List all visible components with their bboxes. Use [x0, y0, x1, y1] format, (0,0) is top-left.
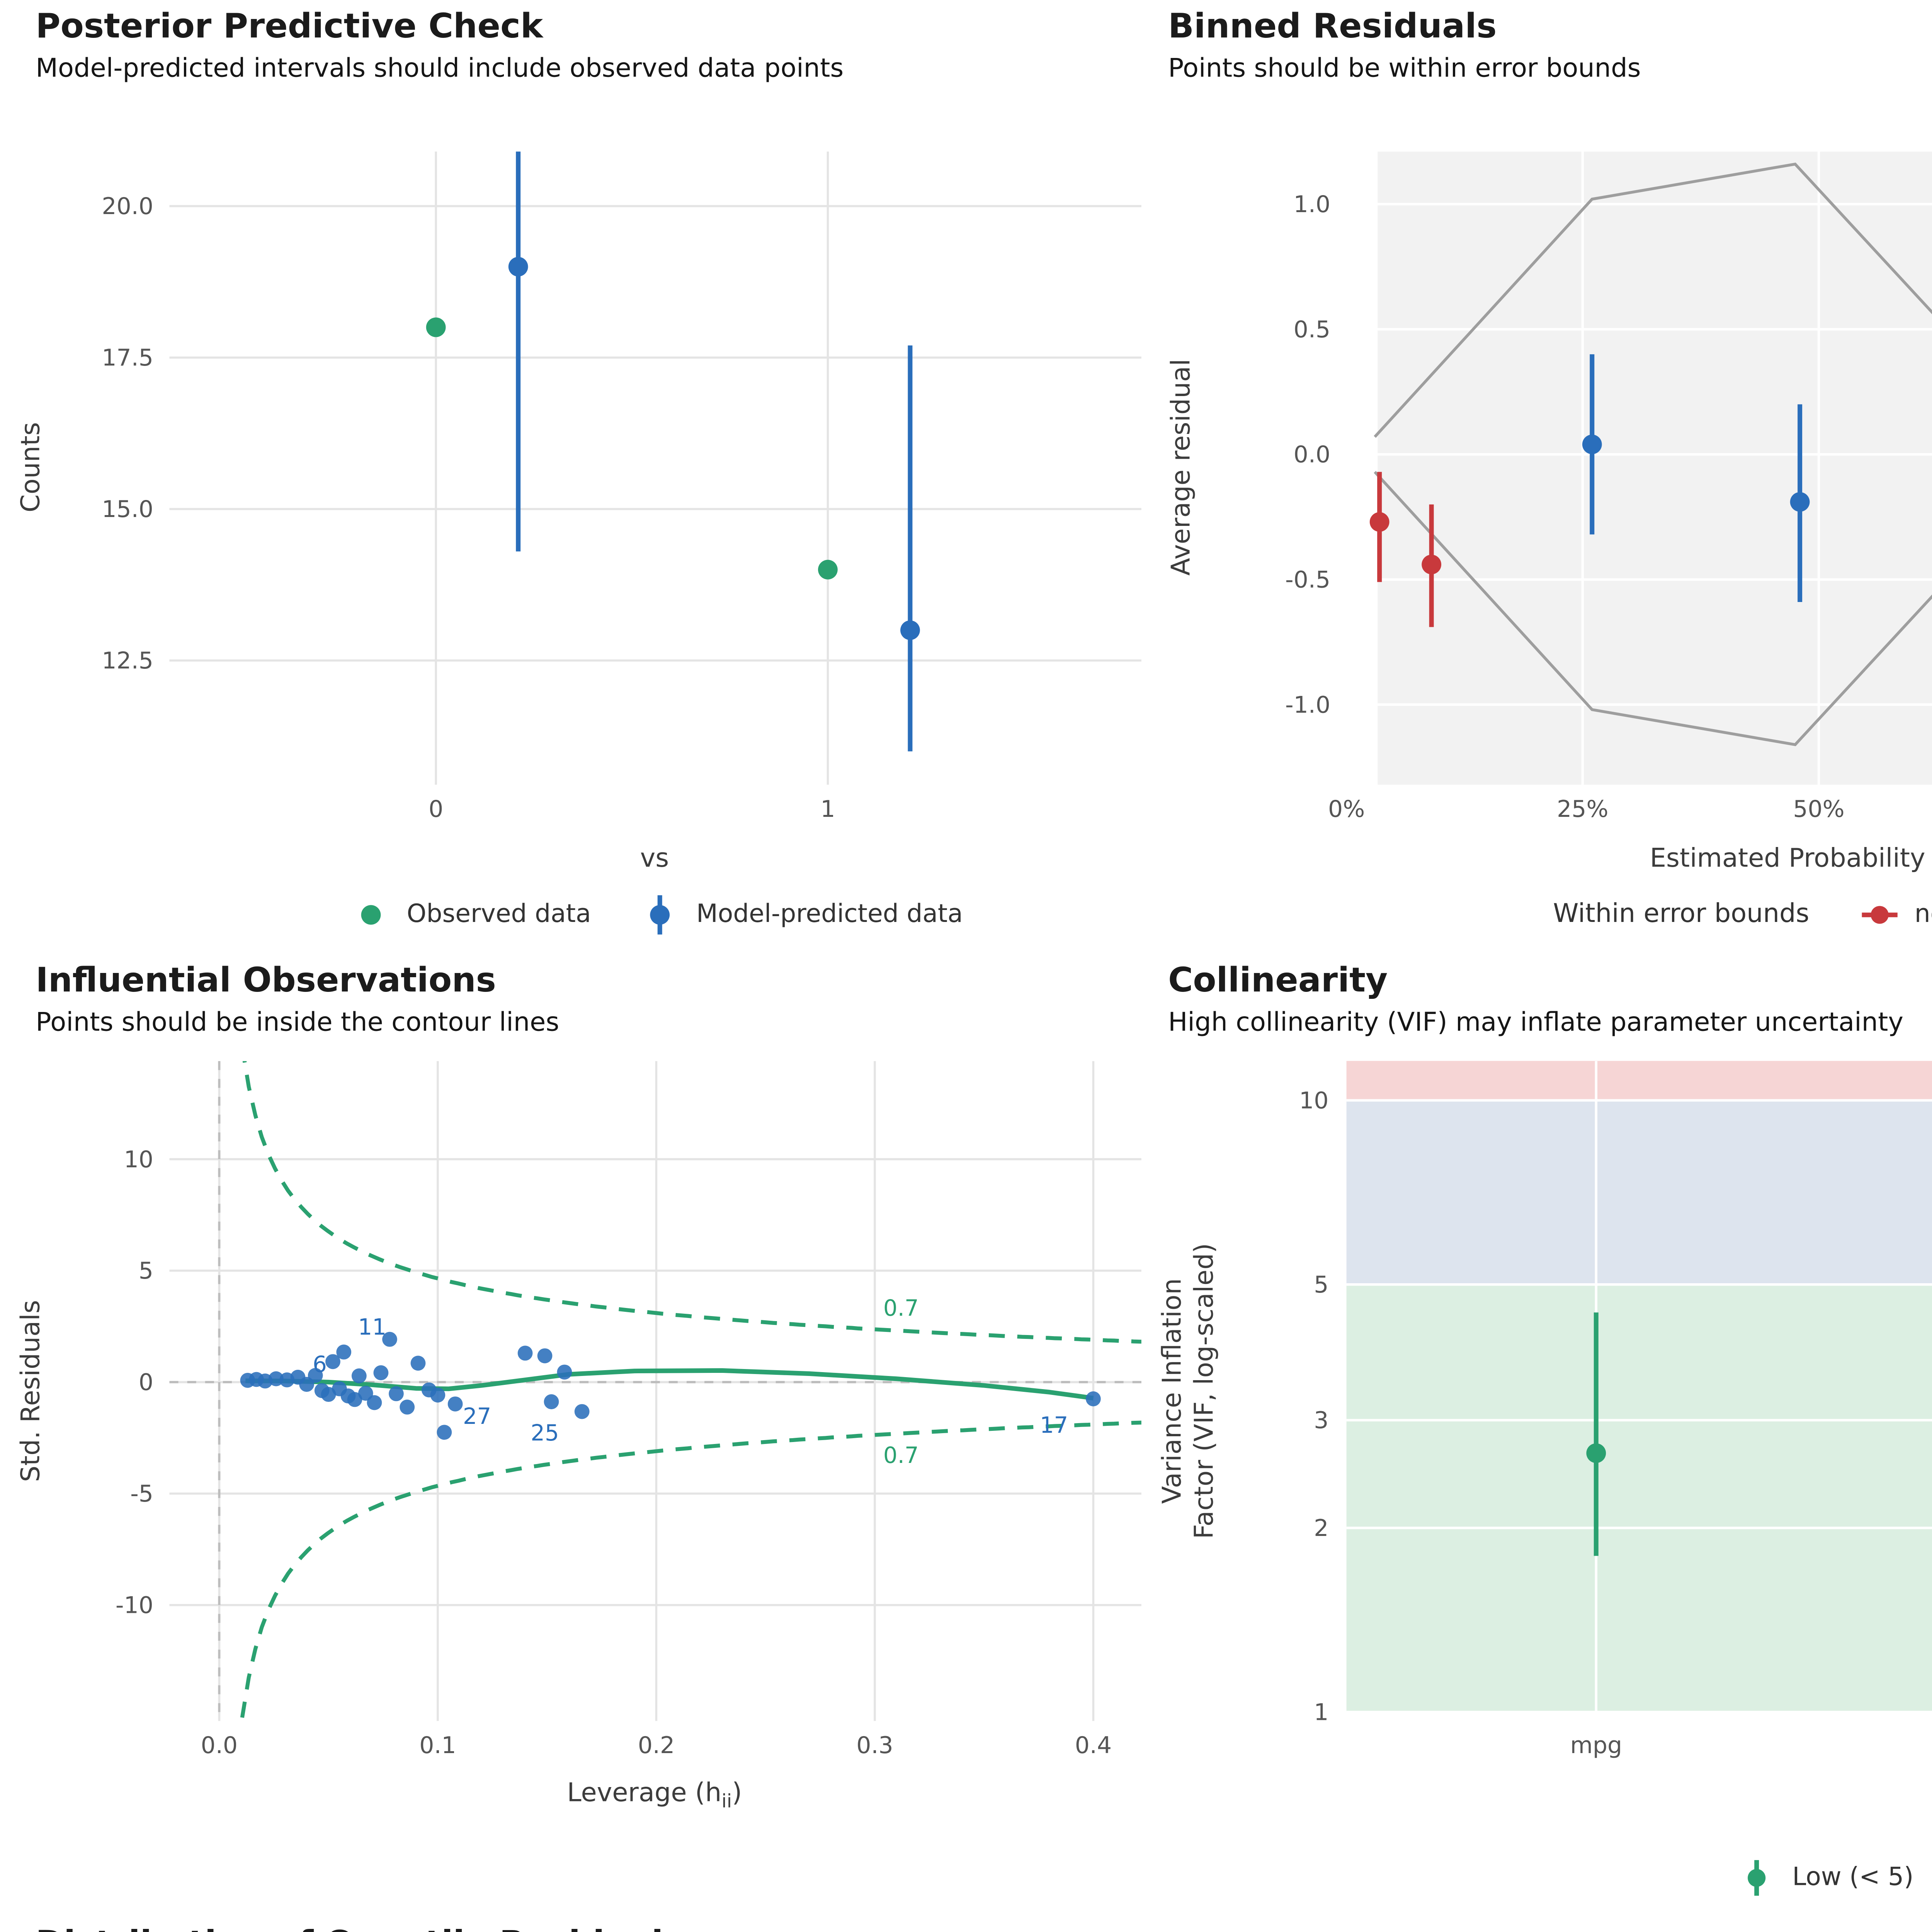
panel-header: Binned Residuals Points should be within… [1168, 7, 1641, 86]
vif-band-high [1346, 1061, 1932, 1100]
panel-posterior-predictive-check: Posterior Predictive Check Model-predict… [0, 0, 1159, 954]
svg-text:0: 0 [139, 1369, 153, 1396]
panel-header: Collinearity High collinearity (VIF) may… [1168, 961, 1903, 1040]
svg-text:5: 5 [1314, 1271, 1328, 1298]
svg-text:25: 25 [531, 1420, 559, 1446]
svg-text:-10: -10 [116, 1592, 153, 1619]
pointrange-green-icon [1748, 1860, 1766, 1896]
influential-observations-plot: -10 -5 0 5 10 0.0 0.1 0.2 0.3 0.4 0.7 0.7 11 6 27 25 17 L… [15, 1061, 1141, 1812]
binned-legend: Within error bounds no yes [1347, 892, 1932, 938]
svg-text:0.7: 0.7 [883, 1295, 919, 1321]
ppc-subtitle: Model-predicted intervals should include… [36, 54, 844, 83]
legend-title: Within error bounds [1553, 900, 1810, 929]
collinearity-legend: Low (< 5) [1347, 1855, 1932, 1901]
panel-header: Posterior Predictive Check Model-predict… [36, 7, 844, 86]
svg-text:0%: 0% [1328, 796, 1365, 823]
svg-text:Std. Residuals: Std. Residuals [15, 1300, 46, 1482]
bin-range-shading [1378, 151, 1932, 785]
svg-text:12.5: 12.5 [102, 647, 153, 674]
svg-text:6: 6 [313, 1351, 327, 1377]
svg-text:0.1: 0.1 [419, 1732, 456, 1759]
svg-text:1.0: 1.0 [1294, 191, 1330, 218]
model-predicted-pointrange-icon [651, 895, 671, 935]
ppc-legend: Observed data Model-predicted data [169, 892, 1141, 938]
ppc-title: Posterior Predictive Check [36, 7, 543, 46]
svg-text:1: 1 [1314, 1699, 1328, 1726]
svg-text:0: 0 [429, 796, 443, 823]
svg-text:5: 5 [139, 1257, 153, 1284]
error-bound-lower [1374, 471, 1932, 747]
svg-text:17.5: 17.5 [102, 344, 153, 371]
panel-header: Distribution of Quantile Residuals Dots … [36, 1924, 683, 1932]
svg-text:-1.0: -1.0 [1285, 691, 1330, 718]
observed-data-point-icon [361, 905, 381, 925]
binned-residual-points [1369, 354, 1810, 627]
legend-item-model-predicted-data: Model-predicted data [638, 892, 963, 938]
qq-title: Distribution of Quantile Residuals [36, 1924, 683, 1932]
svg-text:mpg: mpg [1570, 1732, 1622, 1759]
leverage-points [240, 1332, 1101, 1440]
svg-text:0.2: 0.2 [638, 1732, 675, 1759]
panel-influential-observations: Influential Observations Points should b… [0, 954, 1159, 1837]
svg-text:Estimated Probability of vs: Estimated Probability of vs [1650, 843, 1932, 873]
panel-collinearity: Collinearity High collinearity (VIF) may… [1159, 954, 1932, 1926]
svg-text:11: 11 [358, 1314, 386, 1340]
vif-pointranges [1586, 1312, 1606, 1556]
svg-text:0.5: 0.5 [1294, 316, 1330, 343]
observed-points [426, 317, 838, 580]
svg-text:Variance Inflation: Variance Inflation [1159, 1278, 1187, 1504]
panel-binned-residuals: Binned Residuals Points should be within… [1159, 0, 1932, 954]
svg-text:2: 2 [1314, 1515, 1328, 1542]
svg-text:-0.5: -0.5 [1285, 566, 1330, 593]
binned-title: Binned Residuals [1168, 7, 1497, 46]
legend-label: Model-predicted data [696, 900, 963, 929]
model-predicted-pointranges [508, 151, 920, 752]
svg-text:0.7: 0.7 [883, 1442, 919, 1468]
legend-item-observed-data: Observed data [348, 892, 591, 938]
errorbar-red-icon [1861, 906, 1897, 924]
svg-text:-5: -5 [130, 1480, 153, 1507]
error-bound-upper [1374, 162, 1932, 438]
legend-item-low-vif: Low (< 5) [1733, 1855, 1913, 1901]
ppc-plot: 12.5 15.0 17.5 20.0 0 1 vs Counts [15, 151, 1141, 873]
cooks-contour-lower [240, 1420, 1141, 1718]
legend-label: Observed data [406, 900, 591, 929]
legend-item-no: no [1855, 892, 1932, 938]
panel-header: Influential Observations Points should b… [36, 961, 559, 1040]
collinearity-subtitle: High collinearity (VIF) may inflate para… [1168, 1009, 1903, 1037]
svg-text:0.4: 0.4 [1075, 1732, 1112, 1759]
svg-text:Factor (VIF, log-scaled): Factor (VIF, log-scaled) [1189, 1243, 1219, 1539]
svg-text:50%: 50% [1793, 796, 1844, 823]
binned-subtitle: Points should be within error bounds [1168, 54, 1641, 83]
svg-text:17: 17 [1040, 1412, 1068, 1438]
svg-text:Leverage (hii): Leverage (hii) [567, 1777, 742, 1812]
svg-text:15.0: 15.0 [102, 496, 153, 523]
panel-quantile-residuals: Distribution of Quantile Residuals Dots … [0, 1917, 1159, 1932]
svg-text:1: 1 [820, 796, 835, 823]
svg-text:vs: vs [640, 843, 669, 873]
collinearity-title: Collinearity [1168, 961, 1388, 1001]
vif-band-moderate [1346, 1100, 1932, 1285]
svg-text:0.0: 0.0 [201, 1732, 238, 1759]
svg-text:0.3: 0.3 [856, 1732, 893, 1759]
smooth-trend-line [245, 1368, 1094, 1401]
influential-title: Influential Observations [36, 961, 496, 1001]
svg-text:3: 3 [1314, 1407, 1328, 1434]
svg-text:10: 10 [124, 1146, 153, 1173]
influential-subtitle: Points should be inside the contour line… [36, 1009, 560, 1037]
svg-text:10: 10 [1299, 1087, 1328, 1114]
binned-residuals-plot: -1.0-0.50.00.51.00%25%50%75%100%Estimate… [1165, 151, 1932, 873]
svg-text:Average residual: Average residual [1165, 359, 1196, 576]
svg-text:Counts: Counts [15, 422, 46, 512]
svg-text:20.0: 20.0 [102, 193, 153, 220]
cooks-contour-upper [242, 1061, 1141, 1344]
legend-label: Low (< 5) [1792, 1864, 1914, 1892]
svg-text:0.0: 0.0 [1294, 441, 1330, 468]
svg-text:27: 27 [463, 1403, 491, 1429]
vif-band-low [1346, 1284, 1932, 1712]
svg-text:25%: 25% [1557, 796, 1608, 823]
legend-label: no [1914, 900, 1932, 929]
